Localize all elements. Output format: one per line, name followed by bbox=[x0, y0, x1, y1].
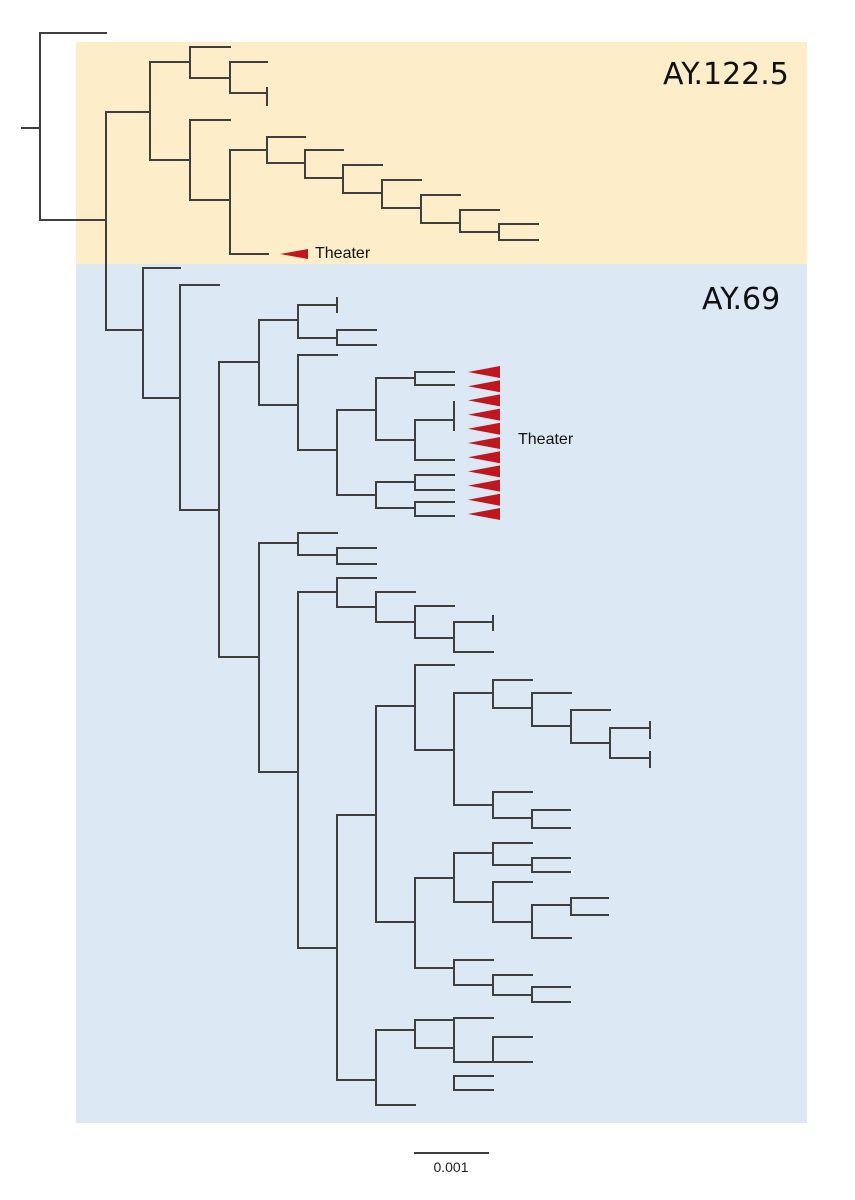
theater-markers bbox=[280, 249, 500, 520]
theater-marker-icon bbox=[468, 451, 500, 464]
clade-label-ay-69: AY.69 bbox=[702, 282, 780, 317]
theater-marker-icon bbox=[468, 422, 500, 435]
theater-marker-icon bbox=[468, 366, 500, 378]
theater-marker-icon bbox=[468, 479, 500, 492]
tree-branches bbox=[21, 32, 651, 1106]
clade-label-ay-122-5: AY.122.5 bbox=[663, 57, 789, 92]
theater-marker-icon bbox=[468, 394, 500, 407]
tip-label-theater-single: Theater bbox=[315, 245, 371, 262]
theater-marker-icon bbox=[468, 437, 500, 449]
theater-marker-icon bbox=[468, 408, 500, 421]
theater-marker-icon bbox=[280, 249, 308, 259]
theater-marker-icon bbox=[468, 493, 500, 506]
tip-label-theater-cluster: Theater bbox=[518, 431, 574, 448]
theater-marker-icon bbox=[468, 380, 500, 393]
clade-region-ay-69 bbox=[76, 264, 807, 1123]
scale-bar-label: 0.001 bbox=[433, 1159, 468, 1175]
theater-marker-icon bbox=[468, 465, 500, 478]
theater-marker-icon bbox=[468, 508, 500, 520]
